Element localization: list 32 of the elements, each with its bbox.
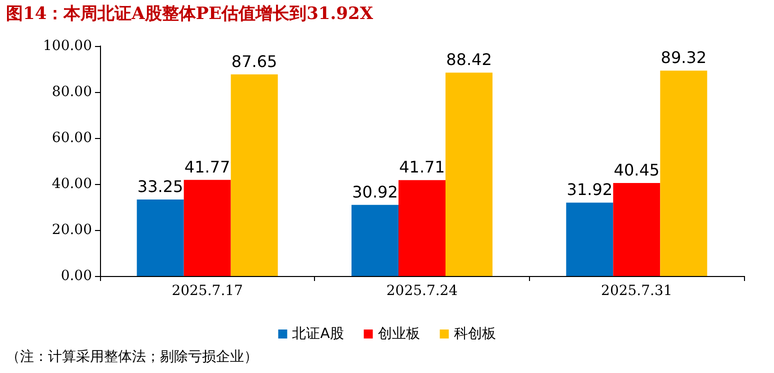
data-label: 31.92 <box>566 180 613 200</box>
y-tick-label: 60.00 <box>52 130 92 146</box>
bar <box>613 182 660 276</box>
data-label: 41.77 <box>184 157 230 176</box>
bar <box>566 202 614 276</box>
y-tick-label: 20.00 <box>52 222 92 238</box>
legend-label: 北证A股 <box>292 326 344 342</box>
data-label: 40.45 <box>614 160 660 180</box>
data-label: 87.65 <box>231 52 278 71</box>
data-label: 30.92 <box>352 182 398 202</box>
data-label: 88.42 <box>446 50 492 70</box>
text: （注：计算采用整体法；剔除亏损企业） <box>6 348 258 366</box>
y-tick-label: 0.00 <box>60 268 92 284</box>
legend-label: 创业板 <box>378 326 420 342</box>
data-label: 89.32 <box>660 48 707 68</box>
bar <box>352 204 398 276</box>
y-tick-label: 100.00 <box>43 38 92 54</box>
y-tick-label: 80.00 <box>52 84 92 100</box>
bar <box>398 180 446 276</box>
x-tick-label: 2025.7.24 <box>386 283 458 299</box>
y-tick-label: 40.00 <box>52 176 92 192</box>
data-label: 33.25 <box>137 177 184 196</box>
data-label: 41.71 <box>399 158 445 177</box>
bar <box>230 74 278 276</box>
chart-title: 图14：本周北证A股整体PE估值增长到31.92X <box>6 3 374 25</box>
x-tick-label: 2025.7.31 <box>601 283 672 299</box>
bar <box>660 70 708 276</box>
x-tick-label: 2025.7.17 <box>172 283 243 299</box>
bar <box>184 180 231 276</box>
legend-label: 科创板 <box>454 326 496 342</box>
bar <box>136 200 184 276</box>
bar <box>446 72 492 276</box>
